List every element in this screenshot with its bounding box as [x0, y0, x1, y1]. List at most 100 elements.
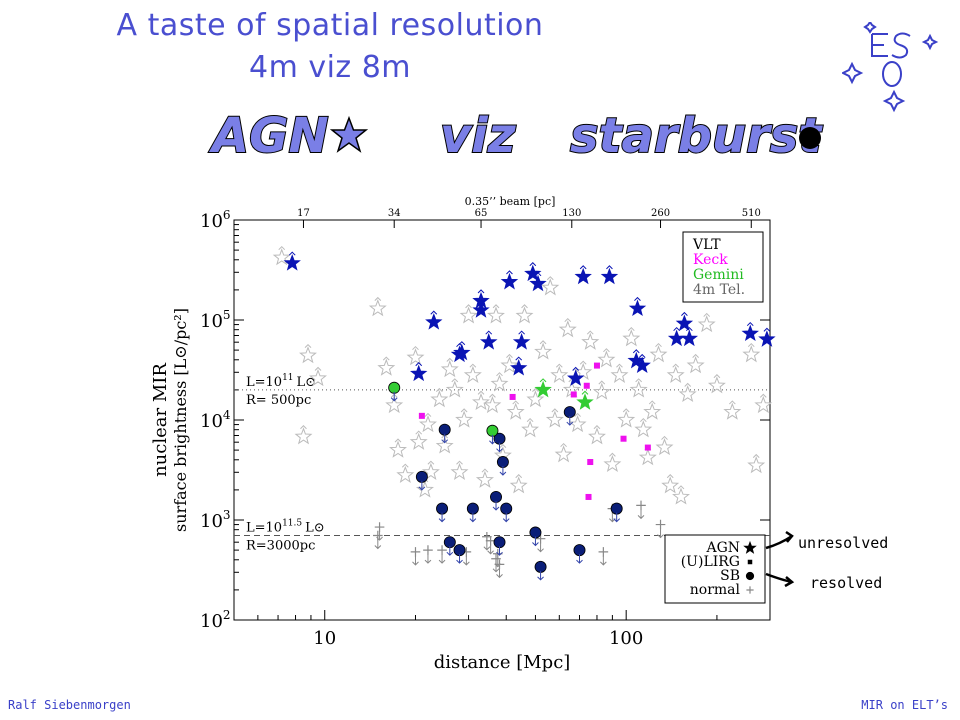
sb-point: [466, 502, 479, 515]
upper-limit-arrow: [499, 466, 507, 476]
lower-limit-arrow: [534, 272, 542, 277]
lower-limit-arrow: [634, 296, 641, 301]
lower-limit-arrow: [477, 298, 485, 303]
upper-limit-arrow: [537, 542, 544, 553]
upper-limit-arrow: [463, 555, 470, 566]
class-legend-label: normal: [690, 582, 741, 598]
sb-point: [490, 490, 502, 503]
agn-heading: AGN: [211, 107, 330, 165]
agn-point: [622, 329, 641, 347]
x-tick-label: 10: [313, 628, 336, 649]
agn-point: [747, 456, 766, 474]
y-tick-exponent: 6: [223, 208, 231, 222]
lower-limit-arrow: [529, 262, 537, 267]
agn-point: [500, 272, 519, 290]
lower-limit-arrow: [638, 353, 646, 358]
lower-limit-arrow: [560, 442, 567, 448]
y-tick-label: 104: [200, 408, 231, 432]
agn-point: [453, 343, 471, 361]
lower-limit-arrow: [655, 342, 662, 348]
lower-limit-arrow: [300, 425, 307, 430]
agn-point: [754, 395, 773, 414]
normal-point: [494, 559, 505, 570]
sb-point: [500, 502, 513, 515]
agn-point: [421, 462, 440, 480]
lower-limit-arrow: [681, 311, 688, 316]
sb-point: [453, 544, 466, 557]
lower-limit-arrow: [551, 408, 559, 413]
agn-point: [541, 278, 560, 296]
lower-limit-arrow: [456, 460, 463, 465]
class-legend-symbol: [746, 586, 754, 594]
agn-point: [450, 462, 469, 480]
sb-point: [388, 381, 401, 394]
ulirg-point: [585, 493, 592, 500]
top-axis-tick-label: 510: [742, 208, 761, 219]
lower-limit-arrow: [713, 374, 721, 379]
telescope-legend-entry: Gemini: [693, 267, 744, 283]
agn-point: [603, 454, 622, 472]
upper-limit-arrow: [532, 536, 539, 547]
agn-point: [509, 476, 528, 494]
upper-limit-arrow: [637, 509, 645, 520]
agn-point: [472, 301, 490, 318]
sb-point: [486, 424, 499, 437]
lower-limit-arrow: [492, 304, 500, 309]
agn-point: [617, 410, 636, 428]
agn-point: [592, 382, 611, 400]
agn-star-icon: [330, 116, 368, 153]
lower-limit-arrow: [616, 363, 623, 368]
lower-limit-arrow: [412, 345, 419, 351]
agn-point: [588, 427, 606, 445]
class-legend-label: (U)LIRG: [681, 554, 740, 570]
agn-point: [512, 333, 531, 350]
lower-limit-arrow: [635, 378, 643, 383]
upper-limit-arrow: [438, 554, 446, 564]
upper-limit-arrow: [483, 540, 491, 551]
agn-point: [515, 306, 534, 324]
y-tick-label: 106: [200, 208, 231, 232]
agn-point: [309, 369, 327, 387]
lower-limit-arrow: [622, 408, 630, 413]
lower-limit-arrow: [672, 363, 680, 368]
lower-limit-arrow: [539, 340, 547, 345]
agn-point: [576, 393, 594, 410]
lower-limit-arrow: [685, 327, 693, 332]
lower-limit-arrow: [752, 453, 760, 458]
class-legend-symbol: [743, 540, 757, 554]
upper-limit-arrow: [496, 568, 503, 579]
lower-limit-arrow: [415, 362, 423, 367]
y-tick-label: 103: [200, 508, 231, 532]
lower-limit-arrow: [666, 474, 674, 479]
lower-limit-arrow: [581, 390, 589, 395]
sb-point: [610, 502, 623, 515]
agn-point: [600, 267, 619, 285]
ulirg-point: [570, 391, 577, 398]
agn-point: [406, 348, 425, 366]
agn-point: [480, 333, 498, 350]
lower-limit-arrow: [278, 245, 286, 251]
reference-line-radius: R=3000pc: [246, 538, 315, 553]
agn-point: [629, 380, 648, 398]
agn-point: [558, 320, 577, 338]
slide-title: A taste of spatial resolution: [116, 8, 544, 43]
lower-limit-arrow: [521, 304, 528, 309]
lower-limit-arrow: [515, 356, 523, 361]
upper-limit-arrow: [446, 546, 454, 556]
normal-point: [374, 522, 385, 532]
y-axis-label-line2: surface brightness [L⊙/pc²]: [171, 308, 190, 532]
agn-point: [758, 330, 776, 347]
upper-limit-arrow: [438, 512, 446, 523]
upper-limit-arrow: [456, 554, 463, 564]
lower-limit-arrow: [415, 430, 423, 435]
telescope-legend-entry: VLT: [692, 237, 721, 253]
upper-limit-arrow: [376, 531, 383, 541]
agn-point: [666, 365, 685, 383]
agn-point: [500, 356, 519, 374]
agn-point: [475, 470, 494, 488]
agn-point: [377, 358, 396, 376]
normal-point: [423, 545, 433, 555]
agn-point: [680, 329, 698, 347]
top-axis-tick-label: 17: [297, 208, 310, 219]
